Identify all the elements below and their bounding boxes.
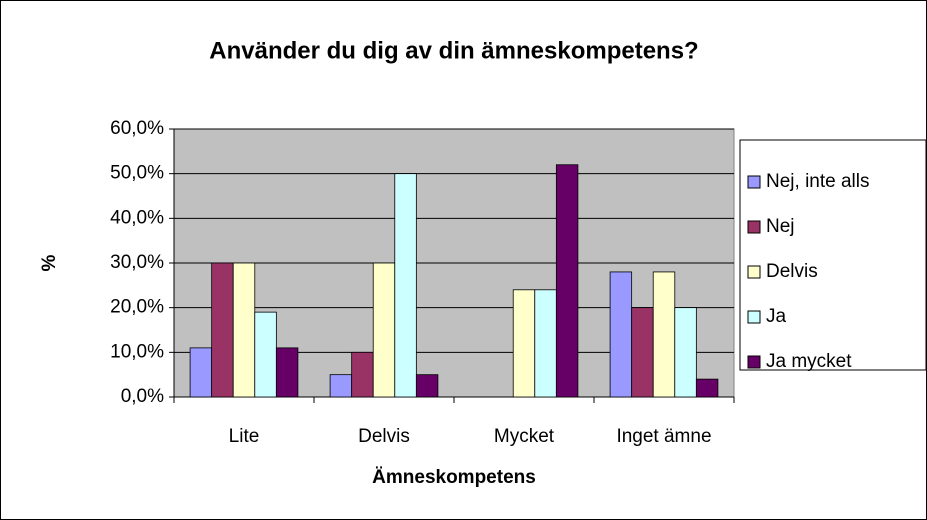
bar: [189, 347, 213, 398]
y-tick-label: 0,0%: [121, 386, 164, 407]
legend-label: Nej: [766, 216, 795, 237]
bar: [329, 374, 353, 398]
bar: [652, 271, 676, 398]
y-tick-label: 60,0%: [110, 118, 164, 139]
y-tick-label: 50,0%: [110, 163, 164, 184]
legend-swatch: [747, 175, 761, 189]
legend-label: Delvis: [766, 261, 818, 282]
y-tick-label: 40,0%: [110, 207, 164, 228]
legend-label: Ja mycket: [766, 351, 852, 372]
bar: [674, 307, 697, 398]
y-tick-label: 20,0%: [110, 297, 164, 318]
bar: [534, 289, 557, 398]
bar: [631, 307, 654, 398]
bar: [275, 347, 299, 398]
bar: [695, 378, 719, 398]
y-tick-label: 30,0%: [110, 252, 164, 273]
bar: [254, 311, 277, 398]
x-tick-label: Inget ämne: [616, 426, 711, 447]
y-axis-title: %: [39, 254, 60, 271]
chart-title: Använder du dig av din ämneskompetens?: [209, 37, 698, 64]
legend-label: Ja: [766, 306, 787, 327]
bar: [211, 262, 234, 398]
bar: [555, 164, 579, 398]
legend-swatch: [747, 265, 761, 279]
x-tick-label: Mycket: [494, 426, 555, 447]
bar: [372, 262, 396, 398]
y-tick-label: 10,0%: [110, 341, 164, 362]
legend-swatch: [747, 220, 761, 234]
x-tick-label: Lite: [229, 426, 260, 447]
legend-label: Nej, inte alls: [766, 171, 870, 192]
bar: [512, 289, 536, 398]
bar: [415, 374, 439, 398]
legend-swatch: [747, 355, 761, 369]
legend: [739, 139, 927, 371]
x-tick-label: Delvis: [358, 426, 410, 447]
bar: [232, 262, 256, 398]
bar: [351, 351, 374, 398]
x-axis-title: Ämneskompetens: [372, 467, 536, 488]
legend-swatch: [747, 310, 761, 324]
bar: [394, 173, 417, 398]
bar: [609, 271, 633, 398]
